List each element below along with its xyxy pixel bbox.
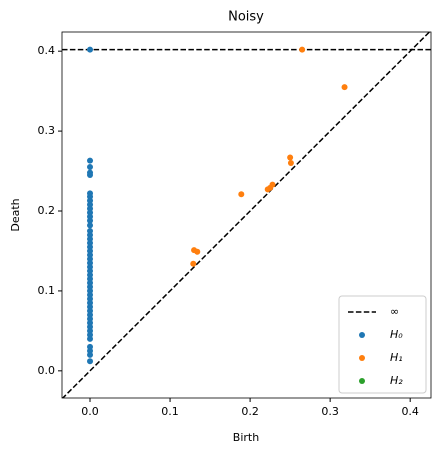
legend-box: [338, 295, 427, 394]
point: [87, 222, 94, 229]
y-tick-label: 0.1: [38, 284, 56, 297]
point: [287, 160, 294, 167]
point: [87, 335, 94, 342]
x-tick-label: 0.3: [321, 405, 339, 418]
point: [87, 46, 94, 53]
legend-label: H₂: [390, 374, 403, 387]
x-axis-label: Birth: [233, 431, 259, 444]
point: [87, 164, 94, 171]
legend-label: H₀: [390, 328, 403, 341]
point: [87, 358, 94, 365]
chart-title: Noisy: [228, 10, 264, 25]
y-tick-label: 0.0: [38, 364, 56, 377]
point: [87, 351, 94, 358]
legend-label: ∞: [390, 305, 399, 318]
diagonal: [62, 32, 431, 398]
point: [299, 46, 306, 53]
plot-frame: [61, 31, 432, 399]
point: [87, 157, 94, 164]
y-tick-label: 0.4: [38, 44, 56, 57]
x-tick-label: 0.4: [401, 405, 419, 418]
legend-label: H₁: [390, 351, 403, 364]
legend-marker: [359, 378, 365, 384]
point: [287, 154, 294, 161]
legend-marker: [359, 332, 365, 338]
y-tick-label: 0.2: [38, 204, 56, 217]
point: [190, 260, 197, 267]
point: [264, 186, 271, 193]
point: [194, 248, 201, 255]
point: [87, 172, 94, 179]
point: [341, 84, 348, 91]
x-tick-label: 0.1: [161, 405, 179, 418]
point: [238, 191, 245, 198]
y-axis-label: Death: [9, 198, 22, 231]
x-tick-label: 0.0: [81, 405, 99, 418]
y-tick-label: 0.3: [38, 124, 56, 137]
point: [87, 217, 94, 224]
x-tick-label: 0.2: [241, 405, 259, 418]
legend-marker: [359, 355, 365, 361]
